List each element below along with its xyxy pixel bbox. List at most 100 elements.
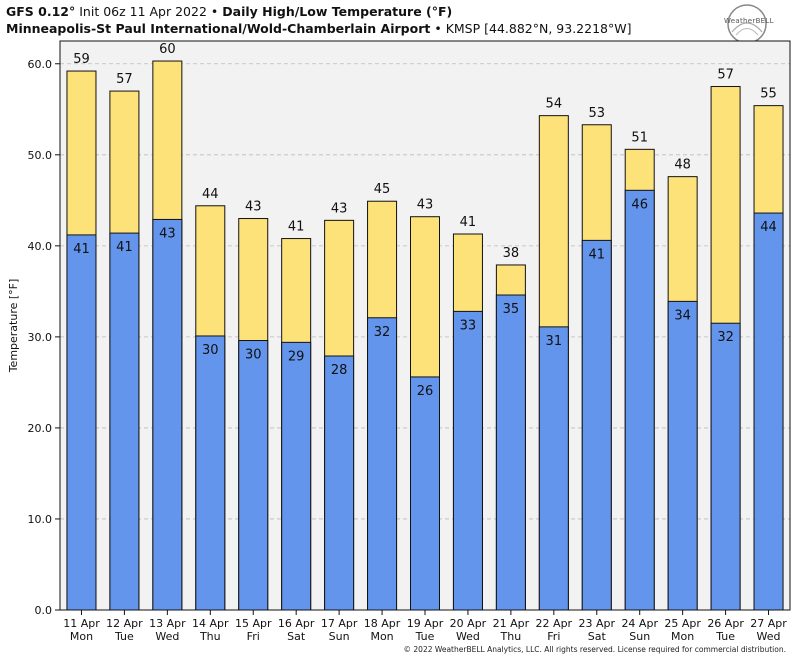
header-line-1: GFS 0.12° Init 06z 11 Apr 2022 • Daily H…	[6, 4, 452, 19]
low-value-label: 31	[546, 334, 563, 349]
x-tick-day: Wed	[757, 630, 781, 643]
high-value-label: 60	[159, 42, 176, 57]
x-tick-date: 23 Apr	[578, 617, 615, 630]
y-tick-label: 20.0	[28, 422, 53, 435]
low-bar	[238, 340, 269, 611]
x-tick-date: 26 Apr	[707, 617, 744, 630]
low-bar	[66, 234, 97, 611]
low-bar	[367, 317, 398, 611]
high-value-label: 44	[202, 187, 219, 202]
low-value-label: 44	[760, 220, 777, 235]
x-tick-date: 27 Apr	[750, 617, 787, 630]
low-value-label: 41	[73, 242, 90, 257]
y-tick-label: 30.0	[28, 331, 53, 344]
x-tick-day: Sun	[329, 630, 350, 643]
bullet-separator-2: •	[434, 21, 442, 36]
low-bar	[152, 218, 183, 611]
x-tick-date: 20 Apr	[450, 617, 487, 630]
low-value-label: 30	[202, 343, 219, 358]
x-tick-day: Wed	[155, 630, 179, 643]
x-tick-date: 13 Apr	[149, 617, 186, 630]
high-value-label: 59	[73, 52, 90, 67]
low-bar	[324, 355, 355, 611]
x-tick-date: 15 Apr	[235, 617, 272, 630]
high-value-label: 57	[116, 72, 133, 87]
x-tick-day: Sat	[588, 630, 607, 643]
station-meta: KMSP [44.882°N, 93.2218°W]	[445, 21, 632, 36]
x-tick-day: Sun	[629, 630, 650, 643]
low-bar	[710, 322, 741, 611]
high-value-label: 43	[245, 200, 262, 215]
high-value-label: 45	[374, 182, 391, 197]
low-value-label: 32	[374, 325, 391, 340]
y-tick-label: 50.0	[28, 149, 53, 162]
x-tick-date: 18 Apr	[364, 617, 401, 630]
low-value-label: 41	[588, 247, 605, 262]
low-bar	[581, 239, 612, 611]
x-tick-day: Fri	[247, 630, 260, 643]
low-bar	[281, 341, 312, 611]
low-value-label: 35	[503, 302, 520, 317]
x-tick-day: Thu	[199, 630, 221, 643]
low-bar	[109, 232, 140, 611]
x-tick-day: Sat	[287, 630, 306, 643]
model-name: GFS 0.12	[6, 4, 69, 19]
copyright-footer: © 2022 WeatherBELL Analytics, LLC. All r…	[403, 645, 786, 654]
low-bar	[195, 335, 226, 611]
x-tick-day: Tue	[415, 630, 435, 643]
plot-frame	[59, 40, 791, 611]
header-line-2: Minneapolis-St Paul International/Wold-C…	[6, 21, 631, 36]
x-tick-day: Wed	[456, 630, 480, 643]
low-value-label: 30	[245, 348, 262, 363]
high-value-label: 51	[631, 130, 648, 145]
x-tick-date: 14 Apr	[192, 617, 229, 630]
low-value-label: 41	[116, 240, 133, 255]
x-tick-date: 17 Apr	[321, 617, 358, 630]
low-bar	[753, 212, 784, 611]
x-tick-date: 25 Apr	[664, 617, 701, 630]
x-tick-day: Tue	[715, 630, 735, 643]
low-bar	[667, 300, 698, 611]
high-value-label: 38	[503, 246, 520, 261]
low-bar	[538, 326, 569, 611]
high-value-label: 43	[331, 201, 348, 216]
high-value-label: 48	[674, 158, 691, 173]
low-bar	[624, 189, 655, 611]
low-bar	[495, 294, 526, 611]
bullet-separator: •	[210, 4, 219, 19]
product-title: Daily High/Low Temperature (°F)	[222, 4, 453, 19]
x-tick-day: Mon	[671, 630, 694, 643]
low-value-label: 26	[417, 384, 434, 399]
low-value-label: 33	[460, 318, 477, 333]
x-tick-day: Mon	[70, 630, 93, 643]
low-value-label: 32	[717, 330, 734, 345]
low-bar	[452, 310, 483, 611]
high-value-label: 53	[588, 106, 605, 121]
x-tick-date: 22 Apr	[536, 617, 573, 630]
y-tick-label: 40.0	[28, 240, 53, 253]
x-tick-day: Thu	[500, 630, 522, 643]
low-value-label: 46	[631, 197, 648, 212]
low-bar	[410, 376, 440, 611]
y-tick-label: 10.0	[28, 513, 53, 526]
logo-text: WeatherBELL	[724, 17, 774, 25]
x-tick-date: 12 Apr	[106, 617, 143, 630]
y-tick-label: 60.0	[28, 58, 53, 71]
x-tick-day: Tue	[114, 630, 134, 643]
low-value-label: 34	[674, 308, 691, 323]
model-degree: °	[69, 4, 76, 19]
low-value-label: 28	[331, 363, 348, 378]
high-value-label: 41	[288, 220, 305, 235]
high-value-label: 43	[417, 198, 434, 213]
high-value-label: 57	[717, 68, 734, 83]
x-tick-day: Fri	[547, 630, 560, 643]
low-value-label: 29	[288, 349, 305, 364]
x-tick-date: 24 Apr	[621, 617, 658, 630]
x-tick-date: 21 Apr	[493, 617, 530, 630]
high-value-label: 55	[760, 87, 777, 102]
high-value-label: 54	[546, 97, 563, 112]
low-value-label: 43	[159, 226, 176, 241]
y-axis-label: Temperature [°F]	[7, 279, 20, 374]
x-tick-date: 11 Apr	[63, 617, 100, 630]
